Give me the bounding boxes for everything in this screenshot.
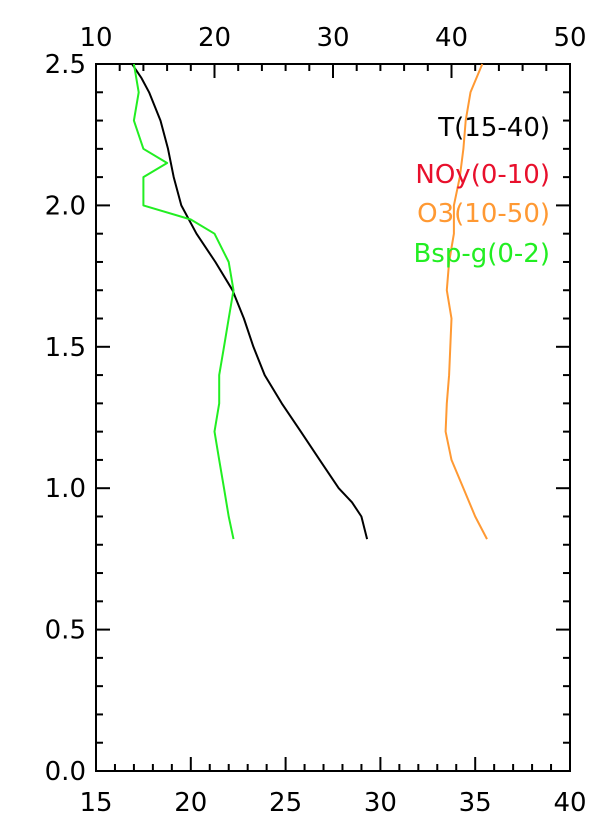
axis-tick-labels: 15 20 25 30 35 40 10 20 30 40 50 0.0 0.5 1.0 1.5 2.0 2.5 xyxy=(45,23,587,818)
series-lines xyxy=(131,63,488,540)
legend-label: O3(10-50) xyxy=(417,199,550,229)
x-bottom-tick-label: 35 xyxy=(459,788,492,818)
x-top-tick-label: 30 xyxy=(316,23,349,53)
y-tick-label: 1.0 xyxy=(45,474,86,504)
y-tick-label: 0.5 xyxy=(45,616,86,646)
x-bottom-tick-label: 20 xyxy=(174,788,207,818)
series-line-bsp-g-0-2 xyxy=(132,63,235,540)
series-line-t-15-40 xyxy=(131,63,369,540)
legend-label: Bsp-g(0-2) xyxy=(413,239,550,269)
x-bottom-tick-label: 25 xyxy=(269,788,302,818)
x-bottom-tick-label: 40 xyxy=(553,788,586,818)
legend-label: T(15-40) xyxy=(437,113,550,143)
x-top-tick-label: 40 xyxy=(435,23,468,53)
legend: T(15-40) NOy(0-10) O3(10-50) Bsp-g(0-2) xyxy=(413,113,550,269)
axis-ticks xyxy=(95,63,571,772)
y-tick-label: 2.5 xyxy=(45,50,86,80)
x-top-tick-label: 50 xyxy=(553,23,586,53)
legend-label: NOy(0-10) xyxy=(415,160,550,190)
x-top-tick-label: 10 xyxy=(79,23,112,53)
y-tick-label: 0.0 xyxy=(45,757,86,787)
x-bottom-tick-label: 15 xyxy=(79,788,112,818)
x-top-tick-label: 20 xyxy=(198,23,231,53)
y-tick-label: 2.0 xyxy=(45,191,86,221)
x-bottom-tick-label: 30 xyxy=(364,788,397,818)
series-line-o3-10-50 xyxy=(444,63,488,540)
y-tick-label: 1.5 xyxy=(45,333,86,363)
